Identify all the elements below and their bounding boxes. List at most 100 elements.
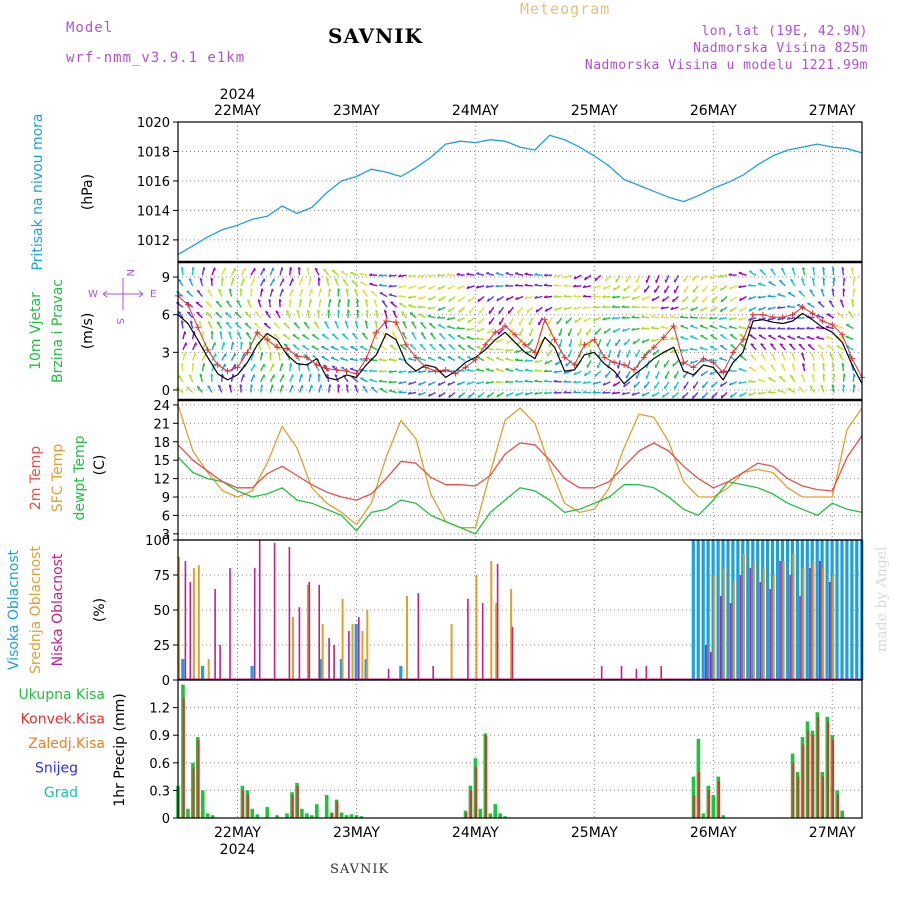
wind-arrowhead — [375, 309, 379, 313]
wind-arrow — [692, 381, 699, 389]
wind-arrowhead — [563, 275, 567, 279]
wind-arrow — [563, 306, 572, 311]
wind-arrowhead — [357, 309, 360, 313]
wind-arrow — [641, 295, 650, 301]
wind-gust-marker — [274, 344, 281, 351]
wind-arrowhead — [582, 285, 586, 288]
wind-arrowhead — [524, 359, 528, 362]
cloud-bar-high — [780, 540, 785, 680]
wind-arrowhead — [281, 267, 284, 271]
wind-arrow — [719, 357, 728, 362]
wind-arrowhead — [229, 288, 233, 292]
wind-arrow — [408, 358, 417, 362]
pressure-line — [177, 134, 863, 256]
wind-arrow — [328, 384, 331, 393]
wind-arrowhead — [447, 308, 451, 312]
cloud-bar-high — [810, 540, 814, 680]
wind-arrow — [308, 373, 312, 382]
wind-arrow — [369, 379, 378, 383]
y-tick-label: 21 — [153, 417, 170, 432]
wind-arrowhead — [594, 331, 597, 335]
wind-arrowhead — [266, 342, 270, 345]
wind-arrowhead — [660, 306, 664, 310]
wind-arrowhead — [514, 379, 518, 383]
wind-arrowhead — [690, 307, 693, 312]
wind-arrow — [269, 288, 274, 297]
wind-arrow — [177, 278, 184, 287]
wind-arrow — [350, 346, 359, 351]
wind-arrowhead — [563, 371, 567, 375]
cloud-bar-mid — [753, 561, 755, 680]
wind-arrow — [497, 328, 505, 335]
wind-arrowhead — [584, 276, 587, 281]
wind-arrowhead — [293, 322, 297, 325]
wind-arrowhead — [603, 330, 606, 334]
cloud-bar-high — [800, 540, 804, 680]
wind-arrow — [768, 334, 776, 340]
wind-arrow — [192, 352, 197, 361]
wind-arrowhead — [427, 306, 431, 310]
wind-arrowhead — [239, 384, 243, 388]
wind-arrowhead — [286, 310, 290, 313]
precip-bar-convective — [718, 781, 721, 818]
wind-arrowhead — [817, 301, 822, 304]
wind-arrow — [573, 381, 582, 384]
wind-arrow — [418, 313, 427, 319]
wind-arrow — [850, 267, 854, 276]
wind-arrow — [438, 295, 446, 302]
wind-arrow — [612, 317, 621, 320]
wind-arrow — [378, 359, 388, 362]
wind-arrow — [798, 290, 806, 298]
precip-bar-total — [488, 813, 493, 818]
wind-arrow — [308, 384, 313, 393]
wind-arrowhead — [437, 286, 441, 290]
wind-arrowhead — [680, 335, 684, 338]
wind-arrowhead — [711, 288, 713, 292]
wind-arrow — [331, 269, 339, 276]
wind-arrow — [467, 295, 475, 303]
cloud-bar-high — [775, 540, 780, 680]
wind-arrow — [437, 381, 446, 387]
precip-bar-total — [344, 815, 349, 818]
compass-w: W — [88, 289, 98, 300]
wind-arrow — [408, 285, 417, 290]
precip-bar-convective — [296, 785, 299, 818]
wind-arrow — [777, 293, 786, 298]
wind-arrowhead — [691, 277, 694, 282]
cloud-bar-low — [705, 645, 707, 680]
wind-arrowhead — [223, 341, 226, 346]
wind-arrowhead — [633, 384, 636, 388]
wind-arrowhead — [303, 321, 308, 324]
sfc-temp-title: SFC Temp — [50, 444, 66, 513]
wind-arrowhead — [524, 368, 528, 371]
precip-bar-convective — [708, 790, 711, 818]
wind-arrowhead — [825, 335, 830, 338]
wind-arrow — [498, 306, 505, 315]
wind-arrow — [400, 311, 407, 319]
wind-arrow — [254, 311, 262, 319]
wind-arrow — [538, 338, 544, 347]
wind-arrow — [800, 374, 806, 383]
wind-arrowhead — [781, 267, 785, 271]
precip-bar-convective — [197, 739, 200, 818]
wind-arrowhead — [592, 381, 596, 385]
wind-arrow — [582, 285, 592, 289]
wind-arrowhead — [326, 373, 330, 377]
wind-arrow — [199, 373, 204, 383]
wind-arrowhead — [573, 294, 577, 298]
wind-arrowhead — [350, 367, 354, 370]
wind-arrowhead — [682, 299, 684, 303]
wind-arrowhead — [331, 269, 336, 272]
wind-arrow — [427, 274, 436, 277]
wind-arrowhead — [273, 333, 277, 336]
wind-arrow — [351, 332, 359, 340]
wind-arrowhead — [235, 322, 239, 325]
wind-arrow — [556, 317, 563, 325]
wind-arrowhead — [282, 288, 284, 292]
cloud-bar-mid — [743, 554, 745, 680]
wind-arrow — [334, 374, 340, 383]
top-date-label: 25MAY — [571, 103, 618, 119]
wind-arrow — [340, 357, 349, 362]
top-date-label: 24MAY — [452, 103, 499, 119]
y-tick-label: 15 — [153, 454, 170, 469]
